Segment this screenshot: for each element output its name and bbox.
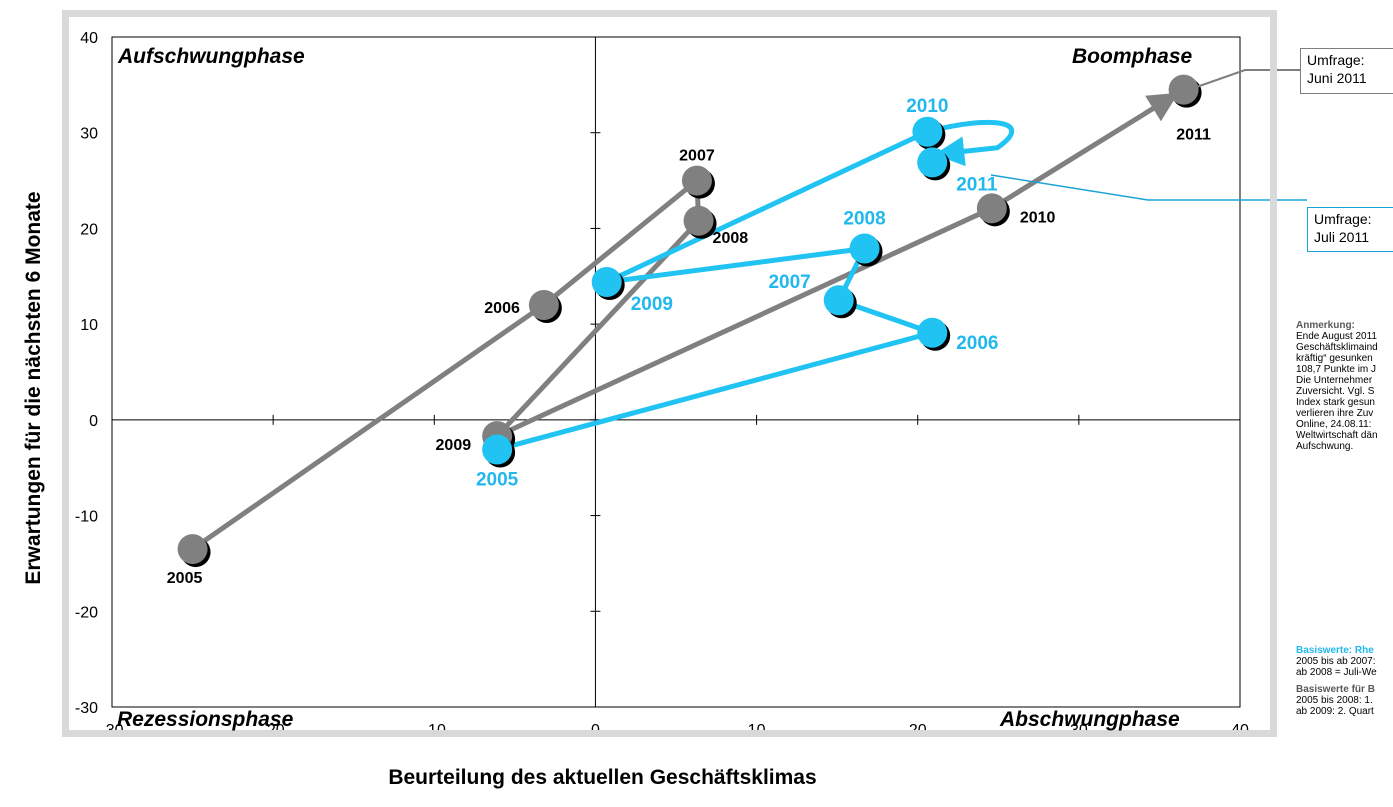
note-line: Geschäftsklimaind [1296, 342, 1378, 353]
data-point [591, 267, 622, 298]
data-label: 2008 [713, 230, 749, 247]
y-tick-label: 20 [80, 221, 98, 238]
base-b-title: Basiswerte für B [1296, 684, 1375, 695]
data-label: 2006 [484, 300, 520, 317]
note-line: 108,7 Punkte im J [1296, 364, 1377, 375]
data-label: 2011 [956, 174, 998, 195]
data-point [912, 116, 943, 147]
y-tick-label: 40 [80, 30, 98, 47]
quadrant-label-top-right: Boomphase [1072, 45, 1193, 68]
data-point [823, 285, 854, 316]
base-rhein-line: ab 2008 = Juli-We [1296, 667, 1377, 678]
data-point [482, 434, 513, 465]
note-line: Aufschwung. [1296, 441, 1354, 452]
base-values-b: Basiswerte für B 2005 bis 2008: 1. ab 20… [1296, 684, 1375, 717]
callout-connectors [990, 69, 1307, 201]
chart-frame [62, 10, 1277, 737]
y-axis-label: Erwartungen für die nächsten 6 Monate [22, 191, 45, 585]
data-label: 2009 [631, 294, 673, 315]
data-label: 2005 [167, 570, 203, 587]
callout-june-line1: Umfrage: [1307, 52, 1365, 68]
data-point [976, 193, 1007, 224]
data-label: 2009 [436, 437, 472, 454]
data-point [528, 290, 559, 320]
data-point [849, 233, 880, 264]
note-line: Die Unternehmer [1296, 375, 1373, 386]
data-point [177, 534, 208, 565]
side-note: Anmerkung: Ende August 2011 Geschäftskli… [1296, 320, 1378, 452]
y-tick-label: -20 [75, 604, 98, 621]
data-label: 2008 [843, 209, 885, 230]
y-tick-label: 0 [89, 413, 98, 430]
note-line: Ende August 2011 [1296, 331, 1377, 342]
x-axis-label: Beurteilung des aktuellen Geschäftsklima… [388, 766, 817, 789]
callout-june-line2: Juni 2011 [1307, 70, 1367, 86]
callout-july-line1: Umfrage: [1314, 211, 1372, 227]
data-label: 2007 [679, 148, 715, 165]
june-connector [1187, 69, 1300, 91]
note-line: Index stark gesun [1296, 397, 1375, 408]
base-rhein-line: 2005 bis ab 2007: [1296, 656, 1376, 667]
quadrant-label-bottom-left: Rezessionsphase [117, 708, 294, 731]
callout-july-line2: Juli 2011 [1314, 229, 1370, 245]
data-point [917, 147, 948, 178]
data-label: 2007 [768, 272, 810, 293]
quadrant-label-top-left: Aufschwungphase [118, 45, 305, 68]
data-label: 2010 [906, 96, 948, 117]
y-tick-label: 10 [80, 317, 98, 334]
note-line: kräftig“ gesunken [1296, 353, 1373, 364]
y-tick-label: -10 [75, 509, 98, 526]
data-label: 2005 [476, 470, 519, 491]
base-b-line: ab 2009: 2. Quart [1296, 706, 1374, 717]
data-label: 2010 [1020, 209, 1056, 226]
series-line-blue [494, 119, 1015, 453]
note-line: Zuversicht. Vgl. S [1296, 386, 1375, 397]
note-line: Online, 24.08.11: [1296, 419, 1372, 430]
y-tick-label: -30 [75, 700, 98, 717]
data-point [1168, 74, 1199, 105]
note-line: verlieren ihre Zuv [1296, 408, 1374, 419]
july-connector [990, 174, 1307, 201]
note-title: Anmerkung: [1296, 320, 1355, 331]
data-label: 2011 [1176, 127, 1211, 144]
base-values-rhein: Basiswerte: Rhe 2005 bis ab 2007: ab 200… [1296, 645, 1377, 678]
data-point [681, 165, 712, 196]
data-labels: 2005 2006 2007 2008 2009 2010 2011 2005 2006 2007… [167, 96, 1211, 587]
quadrant-label-bottom-right: Abschwungphase [1000, 708, 1180, 731]
callout-july-survey: Umfrage: Juli 2011 [1307, 207, 1393, 252]
callout-june-survey: Umfrage: Juni 2011 [1300, 48, 1393, 94]
data-point [683, 205, 714, 236]
note-line: Weltwirtschaft dän [1296, 430, 1378, 441]
data-label: 2006 [956, 333, 998, 354]
plot-area [111, 36, 1241, 708]
base-b-line: 2005 bis 2008: 1. [1296, 695, 1373, 706]
data-point [917, 317, 948, 348]
y-tick-label: 30 [80, 126, 98, 143]
base-rhein-title: Basiswerte: Rhe [1296, 645, 1374, 656]
data-points [177, 74, 1202, 568]
